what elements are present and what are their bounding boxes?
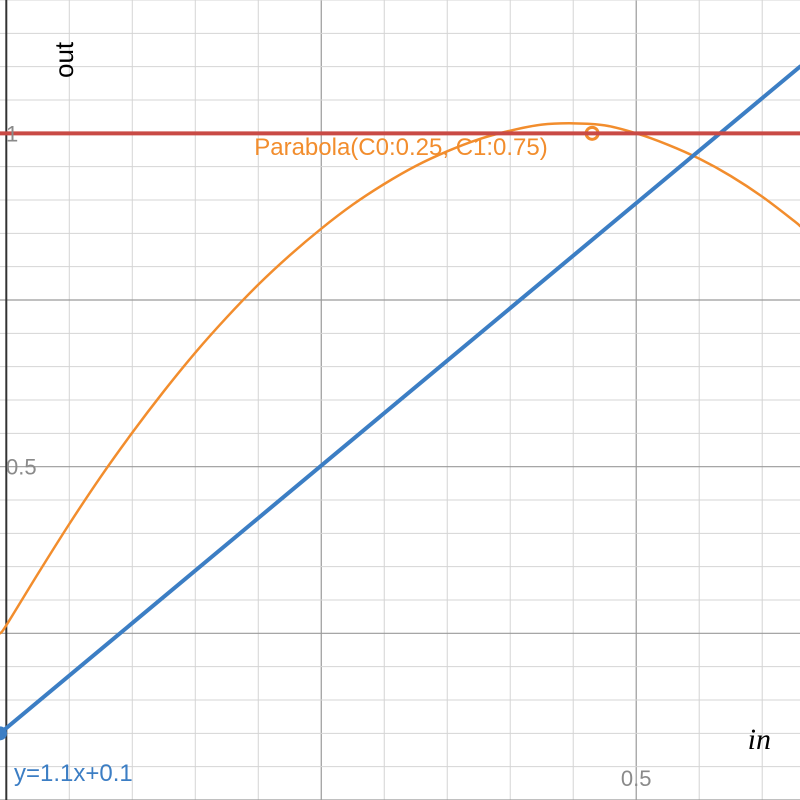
y-tick-label: 1 [6,121,18,146]
series-layer [0,64,800,741]
label-layer: 0.5 0.5 1 out in Parabola(C0:0.25, C1:0.75) y=… [6,41,771,791]
y-axis-title: out [49,41,79,78]
series-label-linear: y=1.1x+0.1 [14,760,133,787]
series-line-parabola [0,122,800,635]
series-line-linear [0,64,800,736]
y-tick-label: 0.5 [6,455,37,480]
line-intercept-point [0,726,7,741]
x-tick-label: 0.5 [621,766,652,791]
x-axis-title: in [748,723,771,756]
series-label-parabola: Parabola(C0:0.25, C1:0.75) [254,134,548,161]
